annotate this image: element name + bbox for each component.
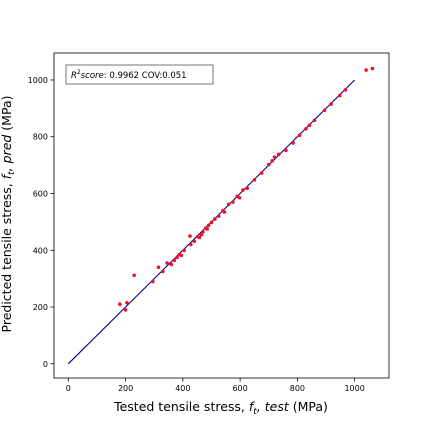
data-point-18 [197,235,202,240]
data-point-51 [364,68,368,72]
x-tick-label-400: 400 [175,384,190,393]
y-tick-label-0: 0 [43,360,48,369]
data-point-6 [161,269,165,274]
x-tick-label-800: 800 [290,384,305,393]
data-point-20 [201,230,205,234]
data-point-4 [150,279,155,284]
x-tick-label-200: 200 [118,384,133,393]
data-point-33 [241,188,245,192]
x-tick-label-600: 600 [232,384,247,393]
data-point-37 [266,162,271,167]
data-point-26 [216,214,221,219]
data-point-30 [231,200,235,204]
data-point-47 [322,108,327,113]
data-point-15 [189,242,193,247]
data-point-5 [156,265,161,270]
x-tick-label-0: 0 [66,384,71,393]
y-tick-label-800: 800 [33,133,48,142]
data-point-9 [172,258,177,263]
plot-area [67,66,375,365]
data-point-0 [118,302,122,307]
data-point-34 [245,186,250,191]
data-point-36 [259,171,264,175]
y-tick-label-600: 600 [33,190,48,199]
annotation-text: R2score: 0.9962 COV:0.051 [71,69,187,81]
data-point-38 [270,159,274,163]
data-point-22 [205,227,209,231]
data-point-42 [291,141,295,145]
x-axis-label: Tested tensile stress, ft, test (MPa) [113,399,328,417]
data-point-8 [169,262,174,267]
data-point-7 [165,261,169,265]
data-point-19 [199,232,204,237]
annotation-box: R2score: 0.9962 COV:0.051 [65,64,214,85]
y-tick-label-400: 400 [33,246,48,255]
y-tick-label-200: 200 [33,303,48,312]
data-point-49 [337,93,342,98]
data-point-13 [182,248,187,253]
y-axis-label: Predicted tensile stress, ft, pred (MPa) [0,96,17,333]
data-point-2 [125,300,129,305]
plot-frame [53,52,390,379]
data-point-44 [304,126,308,131]
data-point-24 [209,220,214,225]
data-point-41 [284,148,288,153]
axes: 0 200 400 600 800 1000 0 200 400 600 800 1000 [28,52,390,393]
data-point-45 [307,123,312,128]
data-point-14 [188,234,192,238]
data-point-32 [237,195,242,200]
data-point-25 [213,217,217,221]
data-point-16 [192,239,197,243]
x-tick-label-1000: 1000 [344,384,364,393]
data-point-23 [206,223,211,228]
data-point-10 [175,255,179,260]
annotation-frame [65,64,214,85]
data-point-35 [252,178,257,182]
data-point-28 [222,210,227,214]
data-point-39 [272,155,277,159]
data-point-46 [312,118,317,123]
data-point-40 [276,152,281,157]
data-point-50 [343,88,348,92]
data-point-12 [179,253,184,258]
data-point-29 [226,202,231,207]
y-tick-label-1000: 1000 [28,76,48,85]
data-point-52 [370,66,375,71]
data-point-48 [329,102,333,106]
data-point-43 [297,133,302,138]
data-point-3 [132,273,136,278]
data-point-1 [123,308,128,312]
